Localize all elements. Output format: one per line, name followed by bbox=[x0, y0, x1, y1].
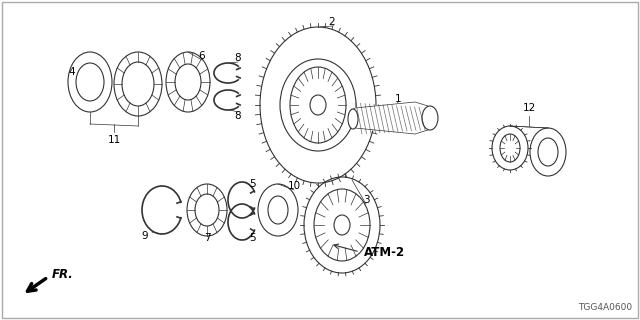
Text: 7: 7 bbox=[204, 233, 211, 243]
Text: 8: 8 bbox=[235, 53, 241, 63]
Text: TGG4A0600: TGG4A0600 bbox=[578, 303, 632, 312]
Text: 2: 2 bbox=[329, 17, 335, 27]
Text: 5: 5 bbox=[249, 179, 255, 189]
Ellipse shape bbox=[166, 52, 210, 112]
Ellipse shape bbox=[422, 106, 438, 130]
Text: 3: 3 bbox=[363, 195, 369, 205]
Ellipse shape bbox=[530, 128, 566, 176]
Text: 6: 6 bbox=[198, 51, 205, 61]
Text: 12: 12 bbox=[522, 103, 536, 113]
Ellipse shape bbox=[68, 52, 112, 112]
Text: 9: 9 bbox=[141, 231, 148, 241]
Text: 4: 4 bbox=[68, 67, 76, 77]
Ellipse shape bbox=[348, 109, 358, 129]
Ellipse shape bbox=[492, 126, 528, 170]
Text: 1: 1 bbox=[395, 94, 401, 104]
Text: 11: 11 bbox=[108, 135, 120, 145]
Ellipse shape bbox=[304, 177, 380, 273]
Text: 8: 8 bbox=[235, 111, 241, 121]
Text: 10: 10 bbox=[287, 181, 301, 191]
Text: FR.: FR. bbox=[52, 268, 74, 282]
Ellipse shape bbox=[187, 184, 227, 236]
Ellipse shape bbox=[255, 22, 381, 188]
Text: 5: 5 bbox=[249, 233, 255, 243]
Ellipse shape bbox=[258, 184, 298, 236]
Ellipse shape bbox=[114, 52, 162, 116]
Text: ATM-2: ATM-2 bbox=[364, 245, 405, 259]
Polygon shape bbox=[352, 102, 428, 134]
